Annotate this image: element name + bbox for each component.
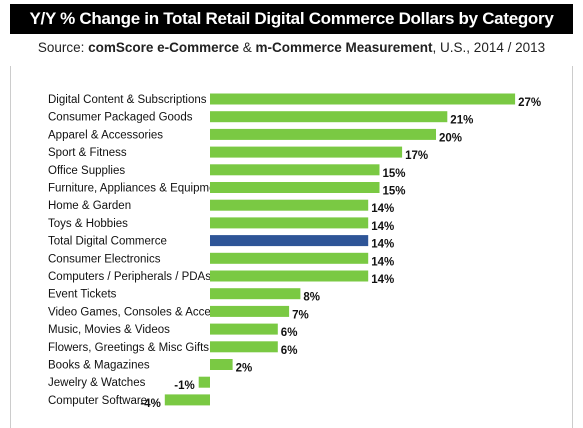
value-label-computer-software: -4% — [140, 398, 160, 410]
subtitle-amp: & — [238, 40, 256, 55]
bar-consumer-electronics — [210, 252, 369, 264]
value-label-event-tickets: 8% — [303, 292, 320, 304]
value-label-digital-content-subscriptions: 27% — [518, 97, 541, 109]
category-label-consumer-electronics: Consumer Electronics — [48, 253, 161, 265]
chart-frame: Digital Content & Subscriptions 27% Consum… — [10, 66, 573, 428]
category-label-computer-software: Computer Software — [48, 395, 147, 407]
value-label-office-supplies: 15% — [383, 168, 406, 180]
category-label-flowers-greetings-misc-gifts: Flowers, Greetings & Misc Gifts — [48, 342, 209, 354]
value-label-computers-peripherals-pdas: 14% — [371, 274, 394, 286]
bar-event-tickets — [210, 288, 301, 300]
category-label-sport-fitness: Sport & Fitness — [48, 147, 127, 159]
category-label-books-magazines: Books & Magazines — [48, 360, 150, 372]
category-label-jewelry-watches: Jewelry & Watches — [48, 377, 146, 389]
bar-books-magazines — [210, 359, 233, 370]
category-label-furniture-appliances-equipment: Furniture, Appliances & Equipment — [48, 183, 226, 195]
chart-title: Y/Y % Change in Total Retail Digital Com… — [10, 4, 573, 34]
value-label-sport-fitness: 17% — [405, 150, 428, 162]
bar-home-garden — [210, 199, 369, 211]
category-label-computers-peripherals-pdas: Computers / Peripherals / PDAs — [48, 271, 211, 283]
bar-furniture-appliances-equipment — [210, 182, 380, 193]
bar-chart: Digital Content & Subscriptions 27% Consum… — [48, 93, 541, 410]
category-label-home-garden: Home & Garden — [48, 200, 131, 212]
category-label-event-tickets: Event Tickets — [48, 289, 117, 301]
value-label-home-garden: 14% — [371, 203, 394, 215]
value-label-toys-hobbies: 14% — [371, 221, 394, 233]
bar-music-movies-videos — [210, 323, 278, 335]
bar-video-games-consoles-accessories — [210, 305, 290, 317]
category-label-total-digital-commerce: Total Digital Commerce — [48, 236, 167, 248]
value-label-books-magazines: 2% — [236, 363, 253, 375]
bar-toys-hobbies — [210, 217, 369, 229]
bar-apparel-accessories — [210, 128, 436, 140]
bar-digital-content-subscriptions — [210, 93, 516, 105]
category-label-video-games-consoles-accessories: Video Games, Consoles & Accessories — [48, 306, 247, 318]
category-label-apparel-accessories: Apparel & Accessories — [48, 129, 163, 141]
bar-computer-software — [164, 394, 210, 406]
value-label-jewelry-watches: -1% — [174, 380, 194, 392]
value-label-apparel-accessories: 20% — [439, 132, 462, 144]
bar-flowers-greetings-misc-gifts — [210, 341, 278, 353]
category-label-digital-content-subscriptions: Digital Content & Subscriptions — [48, 94, 207, 106]
subtitle-source-name: comScore e-Commerce — [88, 40, 239, 55]
category-label-consumer-packaged-goods: Consumer Packaged Goods — [48, 112, 193, 124]
bar-computers-peripherals-pdas — [210, 270, 369, 282]
bar-sport-fitness — [210, 146, 403, 158]
bar-jewelry-watches — [198, 376, 210, 388]
value-label-consumer-packaged-goods: 21% — [450, 115, 473, 127]
bar-consumer-packaged-goods — [210, 111, 448, 123]
value-label-total-digital-commerce: 14% — [371, 239, 394, 251]
category-label-office-supplies: Office Supplies — [48, 165, 125, 177]
value-label-flowers-greetings-misc-gifts: 6% — [281, 345, 298, 357]
subtitle-suffix: , U.S., 2014 / 2013 — [432, 40, 546, 55]
value-label-furniture-appliances-equipment: 15% — [383, 186, 406, 198]
subtitle-prefix: Source: — [37, 40, 89, 55]
category-label-toys-hobbies: Toys & Hobbies — [48, 218, 128, 230]
bar-office-supplies — [210, 164, 380, 176]
value-label-consumer-electronics: 14% — [371, 256, 394, 268]
value-label-video-games-consoles-accessories: 7% — [292, 309, 309, 321]
chart-subtitle: Source: comScore e-Commerce & m-Commerce… — [10, 40, 573, 60]
bar-total-digital-commerce — [210, 235, 369, 247]
category-label-music-movies-videos: Music, Movies & Videos — [48, 324, 170, 336]
subtitle-source-name-2: m-Commerce Measurement — [255, 40, 433, 55]
value-label-music-movies-videos: 6% — [281, 327, 298, 339]
